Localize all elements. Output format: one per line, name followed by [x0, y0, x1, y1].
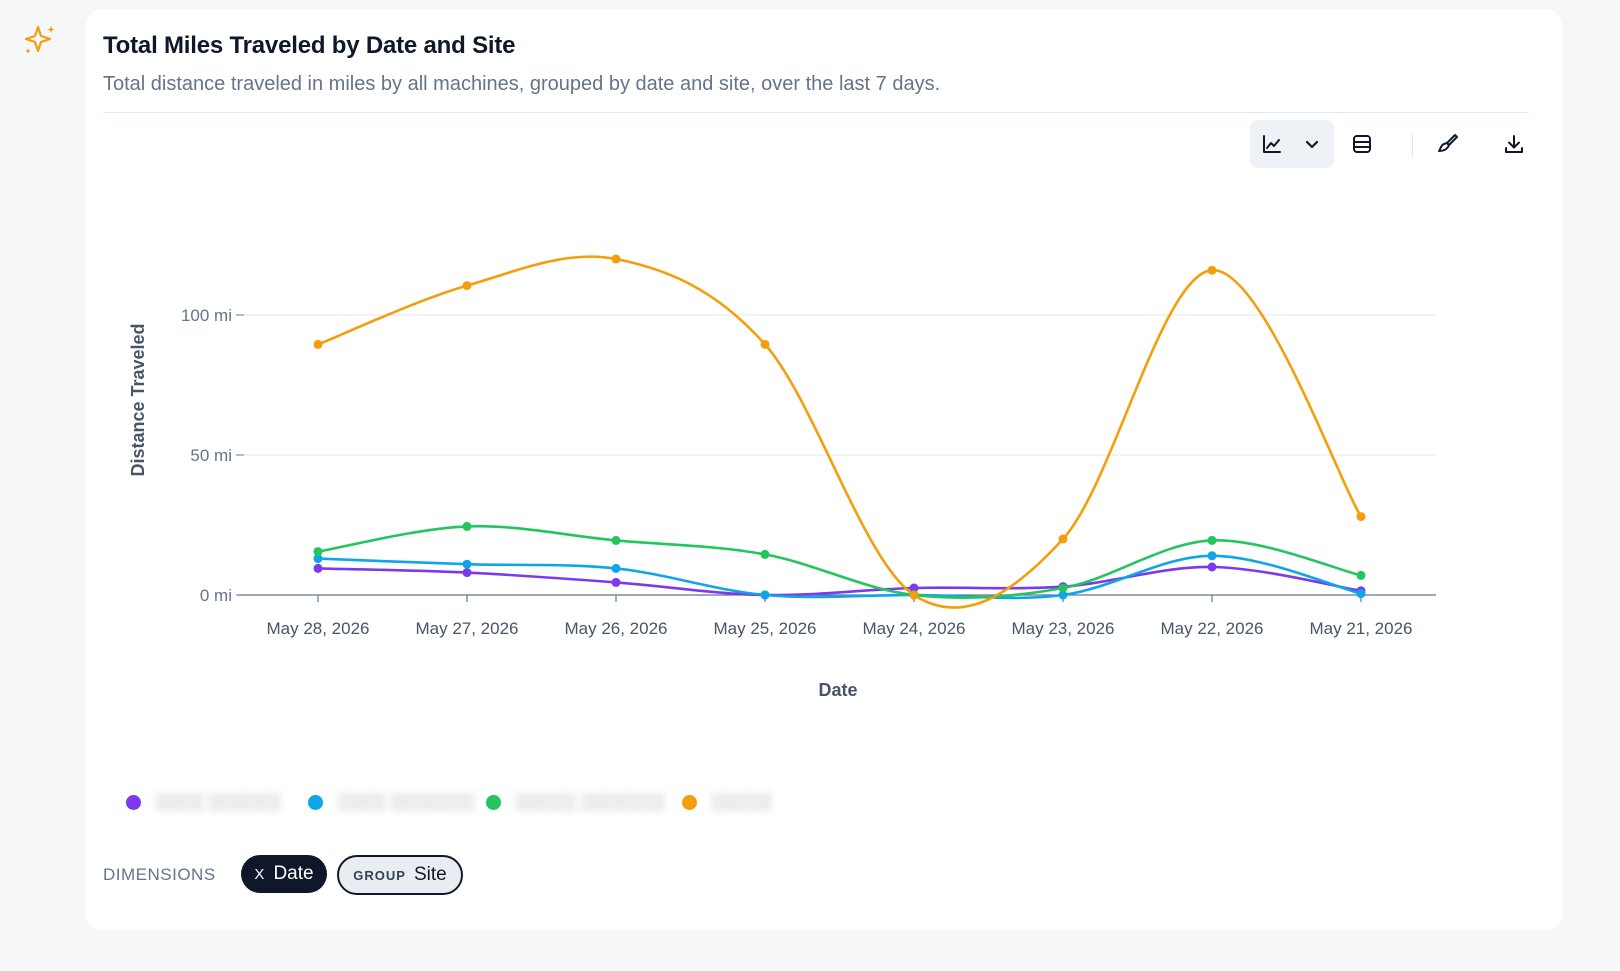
x-tick-label: May 21, 2026 [1309, 619, 1412, 638]
y-tick-label: 50 mi [190, 446, 232, 465]
line-chart: 0 mi 50 mi 100 mi May 28, 2026 May 27, 2026 M… [128, 254, 1436, 700]
legend-item[interactable]: ░░░░░ ░░░░░░░ [486, 790, 664, 814]
download-button[interactable] [1494, 124, 1534, 164]
series-line [316, 524, 1363, 599]
group-chip-key: GROUP [353, 867, 406, 883]
x-tick-label: May 23, 2026 [1011, 619, 1114, 638]
legend-label-obscured: ░░░░ ░░░░░░ [155, 792, 281, 811]
data-point [611, 254, 621, 264]
download-icon [1505, 135, 1523, 153]
y-tick-label: 100 mi [181, 306, 232, 325]
legend-swatch [486, 794, 501, 810]
data-point [462, 568, 472, 578]
data-point [462, 281, 472, 291]
data-point [1207, 551, 1217, 561]
sparkle-icon [24, 25, 55, 53]
data-point [313, 547, 323, 557]
y-tick-label: 0 mi [200, 586, 232, 605]
x-axis-label: Date [818, 680, 857, 700]
legend-swatch [126, 794, 141, 810]
x-tick-label: May 25, 2026 [713, 619, 816, 638]
line-chart-icon [1263, 135, 1281, 153]
data-point [1356, 570, 1366, 580]
data-point [1207, 265, 1217, 275]
x-tick-label: May 28, 2026 [266, 619, 369, 638]
chart-type-dropdown-button[interactable] [1292, 124, 1332, 164]
toolbar-separator [1412, 134, 1413, 158]
group-chip-value: Site [413, 864, 447, 885]
data-point [1207, 562, 1217, 572]
data-point [760, 339, 770, 349]
data-point [1356, 589, 1366, 599]
data-point [313, 563, 323, 573]
header-divider [103, 112, 1529, 113]
dimensions-label: DIMENSIONS [103, 865, 216, 884]
x-tick-label: May 24, 2026 [862, 619, 965, 638]
data-point [313, 554, 323, 564]
x-chip-value: Date [273, 863, 314, 884]
legend-label-obscured: ░░░░░ ░░░░░░░ [515, 792, 665, 811]
data-point [611, 563, 621, 573]
line-chart-button[interactable] [1252, 124, 1292, 164]
legend-label-obscured: ░░░░ ░░░░░░░ [337, 792, 475, 811]
data-point [611, 577, 621, 587]
legend-swatch [308, 794, 323, 810]
chart-card: Total Miles Traveled by Date and Site To… [86, 10, 1562, 930]
legend-item[interactable]: ░░░░░ [682, 790, 771, 814]
data-point [611, 535, 621, 545]
legend-swatch [682, 794, 697, 810]
paintbrush-icon [1438, 134, 1458, 152]
x-tick-label: May 26, 2026 [564, 619, 667, 638]
legend-label-obscured: ░░░░░ [711, 792, 772, 811]
series-line [316, 565, 1363, 597]
chevron-down-icon [1305, 140, 1319, 149]
table-icon [1353, 135, 1371, 153]
data-point [1058, 583, 1068, 593]
y-axis-label: Distance Traveled [128, 323, 148, 476]
data-point [1058, 590, 1068, 600]
data-point [1356, 512, 1366, 522]
style-button[interactable] [1428, 124, 1468, 164]
data-point [462, 559, 472, 569]
series-line [316, 554, 1363, 600]
data-point [760, 549, 770, 559]
legend-item[interactable]: ░░░░ ░░░░░░░ [308, 790, 474, 814]
x-tick-label: May 27, 2026 [415, 619, 518, 638]
data-point [462, 521, 472, 531]
data-point [1207, 535, 1217, 545]
data-point [909, 583, 919, 593]
data-point [313, 339, 323, 349]
x-chip-key: X [254, 865, 266, 883]
data-point [909, 590, 919, 600]
legend-item[interactable]: ░░░░ ░░░░░░ [126, 790, 280, 814]
table-view-button[interactable] [1342, 124, 1382, 164]
chart-subtitle: Total distance traveled in miles by all … [103, 73, 941, 95]
chart-title: Total Miles Traveled by Date and Site [103, 32, 516, 59]
data-point [760, 590, 770, 600]
data-point [1058, 534, 1068, 544]
x-dimension-chip[interactable]: X Date [241, 855, 327, 893]
x-tick-label: May 22, 2026 [1160, 619, 1263, 638]
group-dimension-chip[interactable]: GROUP Site [337, 855, 463, 895]
